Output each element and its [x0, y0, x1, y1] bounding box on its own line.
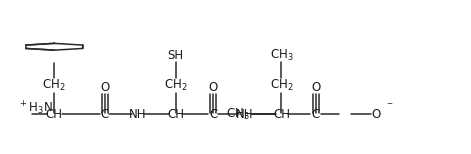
Text: CH: CH — [273, 107, 290, 121]
Text: CH$_3$: CH$_3$ — [226, 107, 250, 122]
Text: CH$_3$: CH$_3$ — [269, 48, 293, 63]
Text: CH$_2$: CH$_2$ — [164, 78, 187, 93]
Text: C: C — [209, 107, 217, 121]
Text: $^+$H$_3$N: $^+$H$_3$N — [18, 99, 52, 117]
Text: O: O — [100, 81, 109, 94]
Text: O: O — [208, 81, 218, 94]
Text: NH: NH — [236, 107, 253, 121]
Text: CH$_2$: CH$_2$ — [269, 78, 293, 93]
Text: CH: CH — [167, 107, 184, 121]
Text: O: O — [311, 81, 320, 94]
Text: $^-$: $^-$ — [385, 101, 394, 111]
Text: C: C — [101, 107, 109, 121]
Text: C: C — [311, 107, 320, 121]
Text: SH: SH — [168, 49, 184, 62]
Text: CH$_2$: CH$_2$ — [42, 78, 66, 93]
Text: CH: CH — [46, 107, 63, 121]
Text: NH: NH — [129, 107, 146, 121]
Text: O: O — [371, 107, 381, 121]
